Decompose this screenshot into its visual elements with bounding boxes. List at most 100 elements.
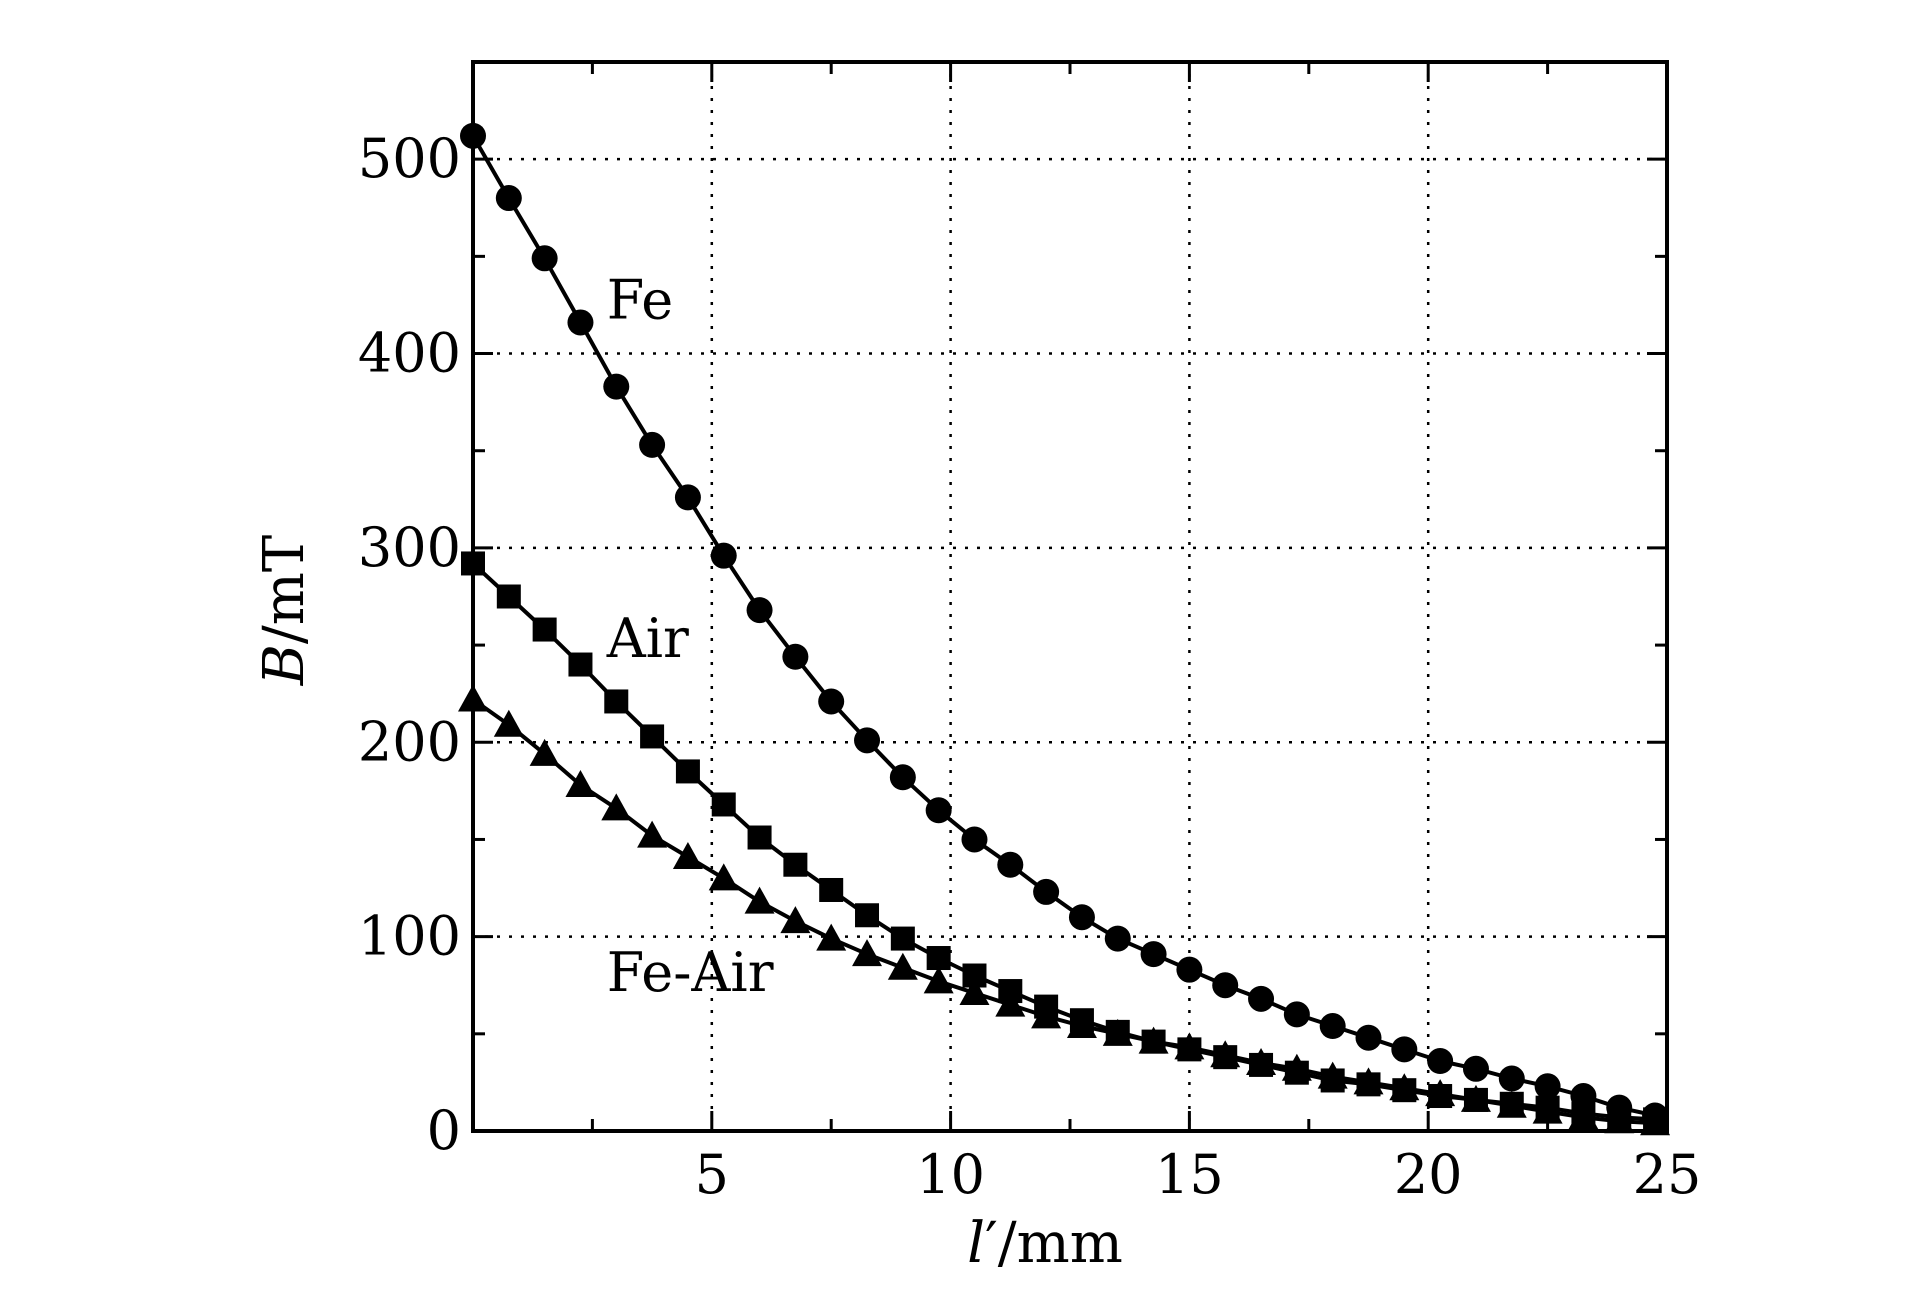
data-point-fe-air: [816, 923, 847, 951]
data-point-fe: [854, 727, 881, 754]
y-tick-label: 100: [358, 905, 461, 968]
data-point-air: [926, 946, 951, 971]
data-point-fe: [925, 797, 952, 824]
data-point-fe: [961, 826, 988, 853]
data-point-fe: [1248, 985, 1275, 1012]
data-point-fe: [889, 764, 916, 791]
data-point-air: [747, 825, 772, 850]
series-layer: [458, 122, 1671, 1136]
x-tick-label: 20: [1394, 1143, 1463, 1206]
data-point-fe: [1319, 1013, 1346, 1040]
series-line-fe-air: [471, 697, 1656, 1126]
data-point-fe-air: [1138, 1026, 1169, 1054]
data-point-fe: [1534, 1073, 1561, 1100]
y-tick-label: 300: [358, 516, 461, 579]
series-label-fe-air: Fe-Air: [607, 941, 774, 1004]
data-point-fe-air: [852, 939, 883, 967]
data-point-fe-air: [744, 886, 775, 914]
data-point-fe: [1104, 925, 1131, 952]
data-point-fe-air: [1102, 1018, 1133, 1046]
data-point-air: [496, 584, 521, 609]
y-tick-label: 500: [358, 127, 461, 190]
data-point-fe-air: [529, 738, 560, 766]
data-point-fe-air: [1066, 1011, 1097, 1039]
tick-layer: 5 10 15 20 25 0 100 200 300 400 500: [358, 60, 1702, 1206]
annotation-layer: Fe Air Fe-Air: [606, 269, 774, 1004]
data-point-air: [640, 724, 665, 749]
data-point-fe-air: [493, 709, 524, 737]
data-point-fe-air: [1317, 1061, 1348, 1089]
series-fe-air: [458, 684, 1671, 1136]
data-point-air: [461, 551, 485, 576]
data-point-fe: [1355, 1024, 1382, 1051]
data-point-fe-air: [1496, 1090, 1527, 1118]
data-point-fe: [1462, 1055, 1489, 1082]
data-point-fe-air: [1640, 1108, 1671, 1136]
data-point-fe: [1176, 956, 1203, 983]
data-point-fe-air: [708, 863, 739, 891]
data-point-fe-air: [959, 978, 990, 1006]
data-point-fe-air: [1389, 1073, 1420, 1101]
data-point-fe-air: [780, 906, 811, 934]
data-point-fe: [495, 185, 522, 212]
data-point-fe: [1068, 904, 1095, 931]
data-point-fe-air: [458, 684, 488, 712]
data-point-fe: [1283, 1001, 1310, 1028]
data-point-fe: [567, 309, 594, 336]
data-point-fe: [1498, 1065, 1525, 1092]
data-point-air: [711, 792, 736, 817]
data-point-fe: [674, 484, 701, 511]
data-point-fe-air: [1246, 1047, 1277, 1075]
series-label-fe: Fe: [607, 269, 673, 332]
data-point-fe-air: [601, 793, 632, 821]
series-label-air: Air: [606, 607, 689, 670]
data-point-air: [890, 926, 915, 951]
data-point-fe: [782, 643, 809, 670]
data-point-fe-air: [1568, 1102, 1599, 1130]
x-axis-label: l′/mm: [967, 1211, 1123, 1276]
data-point-fe-air: [1210, 1040, 1241, 1068]
data-point-fe-air: [887, 952, 918, 980]
data-point-air: [604, 689, 629, 714]
data-point-air: [675, 759, 700, 784]
data-point-fe-air: [1281, 1053, 1312, 1081]
x-tick-label: 5: [695, 1143, 729, 1206]
data-point-fe-air: [1174, 1032, 1205, 1060]
data-point-air: [855, 903, 880, 928]
data-point-fe-air: [1425, 1079, 1456, 1107]
data-point-fe: [1140, 941, 1167, 968]
data-point-fe-air: [1031, 1001, 1062, 1029]
data-point-fe-air: [1604, 1106, 1635, 1134]
y-tick-label: 400: [358, 322, 461, 385]
data-point-air: [568, 652, 593, 677]
x-tick-label: 15: [1155, 1143, 1224, 1206]
y-tick-label: 200: [358, 710, 461, 773]
data-point-fe-air: [1353, 1067, 1384, 1095]
data-point-fe-air: [1460, 1084, 1491, 1112]
data-point-fe: [997, 851, 1024, 878]
data-point-fe: [1212, 972, 1239, 999]
data-point-air: [783, 852, 808, 877]
data-point-fe: [639, 431, 666, 458]
data-point-fe: [746, 597, 773, 624]
data-point-fe-air: [1532, 1096, 1563, 1124]
data-point-air: [819, 877, 844, 902]
data-point-fe: [1427, 1048, 1454, 1075]
data-point-fe: [710, 542, 737, 569]
data-point-fe-air: [995, 989, 1026, 1017]
x-tick-label: 25: [1633, 1143, 1702, 1206]
x-tick-label: 10: [916, 1143, 985, 1206]
data-point-fe: [531, 245, 558, 272]
data-point-fe: [818, 688, 845, 715]
data-point-fe-air: [565, 770, 596, 798]
data-point-fe-air: [923, 966, 954, 994]
data-point-fe-air: [637, 820, 668, 848]
data-point-fe: [1033, 878, 1060, 905]
data-point-fe: [1391, 1036, 1418, 1063]
y-tick-label: 0: [427, 1099, 461, 1162]
data-point-fe-air: [672, 841, 703, 869]
y-axis-label: B/mT: [252, 535, 317, 686]
series-line-fe: [471, 134, 1656, 1118]
data-point-fe: [603, 373, 630, 400]
